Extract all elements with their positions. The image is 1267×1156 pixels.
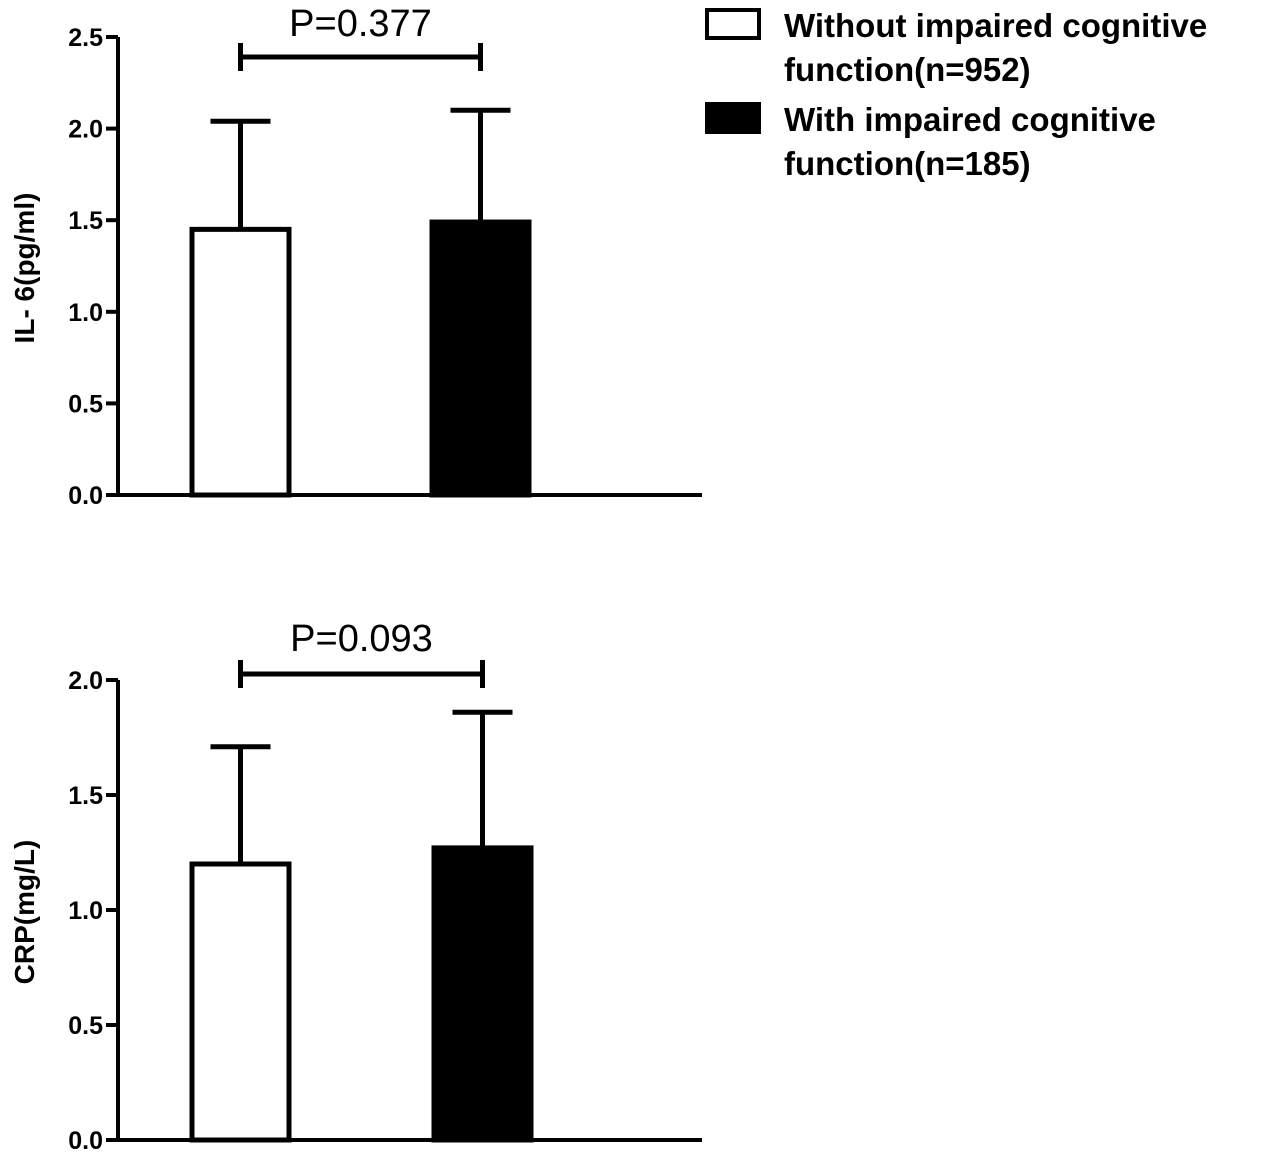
il6-y-tick-label: 2.0 xyxy=(68,116,103,144)
crp-bar-with xyxy=(431,845,534,1143)
il6-p-value: P=0.377 xyxy=(289,3,432,45)
il6-y-axis-title: IL- 6(pg/ml) xyxy=(9,193,40,344)
crp-chart: 0.0 0.5 1.0 1.5 2.0 CRP(mg/L) P=0.093 xyxy=(9,618,702,1155)
legend: Without impaired cognitive function(n=952… xyxy=(705,7,1207,182)
legend-label: function(n=185) xyxy=(784,145,1031,182)
legend-swatch-without xyxy=(705,8,761,40)
il6-bar-with xyxy=(429,219,532,498)
crp-y-tick-label: 1.5 xyxy=(68,782,103,810)
legend-label: With impaired cognitive xyxy=(784,101,1156,138)
crp-y-axis-title: CRP(mg/L) xyxy=(9,840,40,985)
il6-bar-without xyxy=(189,226,292,498)
il6-y-tick-label: 2.5 xyxy=(68,24,103,52)
il6-y-tick-label: 1.5 xyxy=(68,207,103,235)
il6-y-tick-label: 0.0 xyxy=(68,482,103,510)
crp-y-tick-label: 2.0 xyxy=(68,667,103,695)
il6-y-tick-label: 0.5 xyxy=(68,390,103,418)
legend-label: Without impaired cognitive xyxy=(784,7,1207,44)
legend-swatch-with xyxy=(705,102,761,134)
crp-p-value: P=0.093 xyxy=(290,618,433,660)
crp-y-tick-label: 0.5 xyxy=(68,1012,103,1040)
crp-y-tick-label: 0.0 xyxy=(68,1127,103,1155)
legend-label: function(n=952) xyxy=(784,51,1031,88)
crp-bar-without xyxy=(189,861,292,1143)
il6-chart: 0.0 0.5 1.0 1.5 2.0 2.5 IL- 6(pg/ml) P=0.377 xyxy=(9,3,702,510)
crp-y-tick-label: 1.0 xyxy=(68,897,103,925)
il6-y-tick-label: 1.0 xyxy=(68,299,103,327)
